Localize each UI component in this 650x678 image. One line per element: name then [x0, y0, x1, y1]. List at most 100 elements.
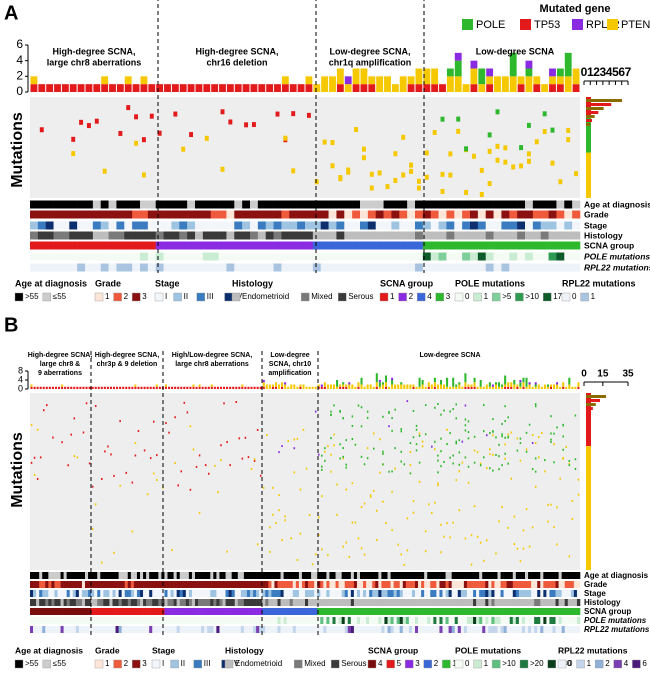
annotation-cell	[540, 626, 544, 633]
bar-segment	[470, 68, 478, 85]
annotation-cell	[277, 617, 281, 624]
annotation-cell	[286, 581, 291, 588]
annotation-cell	[500, 572, 504, 579]
mutation-mark	[336, 513, 338, 516]
annotation-cell	[210, 617, 214, 624]
bar-segment	[454, 76, 462, 92]
annotation-cell	[51, 590, 55, 597]
mutation-mark	[400, 428, 403, 431]
bar-segment	[258, 84, 266, 92]
annotation-cell	[384, 599, 388, 606]
side-bar	[586, 119, 593, 122]
annotation-cell	[155, 599, 159, 606]
annotation-cell	[155, 200, 164, 209]
annotation-cell	[537, 626, 541, 633]
annotation-cell	[298, 581, 303, 588]
annotation-cell	[246, 590, 251, 597]
annotation-cell	[500, 626, 504, 633]
side-bar	[586, 97, 591, 108]
annotation-cell	[108, 252, 117, 261]
annotation-cell	[289, 599, 294, 606]
annotation-cell	[494, 617, 498, 624]
annotation-cell	[91, 617, 95, 624]
annotation-cell	[274, 608, 278, 615]
mutation-mark	[204, 464, 207, 467]
annotation-cell	[45, 626, 49, 633]
annotation-cell	[188, 626, 193, 633]
annotation-cell	[179, 200, 188, 209]
annotation-cell	[509, 581, 514, 588]
bar-segment	[501, 384, 504, 387]
annotation-cell	[439, 590, 443, 597]
legend-swatch	[492, 292, 501, 302]
annotation-cell	[430, 590, 434, 597]
annotation-cell	[250, 231, 259, 240]
annotation-cell	[320, 581, 324, 588]
annotation-cell	[466, 617, 471, 624]
annotation-cell	[202, 210, 212, 219]
annotation-cell	[45, 263, 54, 272]
annotation-cell	[328, 200, 337, 209]
annotation-cell	[396, 626, 401, 633]
mutation-mark	[534, 442, 537, 445]
bar-segment	[207, 386, 210, 389]
annotation-cell	[427, 599, 431, 606]
annotation-cell	[509, 231, 518, 240]
annotation-cell	[281, 241, 290, 250]
mutation-mark	[443, 460, 445, 463]
annotation-cell	[463, 608, 468, 615]
annotation-cell	[297, 241, 306, 250]
annotation-cell	[335, 572, 339, 579]
annotation-cell	[60, 599, 64, 606]
mutation-mark	[360, 547, 363, 550]
annotation-cell	[210, 231, 219, 240]
annotation-cell	[537, 608, 541, 615]
mutation-mark	[226, 550, 228, 553]
annotation-cell	[63, 617, 67, 624]
annotation-cell	[143, 608, 147, 615]
annotation-cell	[265, 599, 269, 606]
mutation-mark	[385, 521, 387, 524]
annotation-cell	[253, 626, 257, 633]
mutation-mark	[568, 464, 571, 467]
annotation-cell	[485, 626, 489, 633]
annotation-cell	[448, 626, 452, 633]
annotation-cell	[390, 590, 394, 597]
annotation-cell	[130, 608, 135, 615]
annotation-cell	[179, 263, 188, 272]
mutation-mark	[119, 420, 121, 423]
annotation-cell	[45, 221, 54, 230]
legend-swatch	[632, 659, 641, 669]
mutation-mark	[101, 561, 103, 564]
annotation-cell	[188, 581, 193, 588]
annotation-cell	[158, 599, 162, 606]
annotation-cell	[534, 617, 538, 624]
bar-segment	[351, 384, 354, 389]
annotation-cell	[360, 263, 369, 272]
mutation-mark	[220, 109, 225, 115]
bar-segment	[158, 386, 161, 389]
annotation-cell	[326, 608, 330, 615]
annotation-cell	[167, 590, 171, 597]
annotation-cell	[277, 590, 281, 597]
annotation-cell	[411, 581, 416, 588]
annotation-cell	[531, 617, 535, 624]
annotation-cell	[136, 626, 141, 633]
annotation-cell	[356, 590, 361, 597]
annotation-cell	[140, 617, 144, 624]
mutation-mark	[434, 440, 436, 443]
mutation-mark	[440, 116, 445, 122]
annotation-cell	[353, 581, 358, 588]
annotation-cell	[525, 263, 534, 272]
mutation-mark	[489, 432, 491, 435]
annotation-cell	[237, 581, 242, 588]
annotation-cell	[391, 231, 400, 240]
bar-segment	[152, 386, 155, 389]
annotation-cell	[311, 572, 315, 579]
annotation-cell	[549, 608, 553, 615]
annotation-cell	[103, 572, 107, 579]
annotation-cell	[457, 590, 462, 597]
legend-swatch	[231, 292, 241, 302]
annotation-cell	[51, 608, 55, 615]
y-tick-label: 6	[16, 37, 23, 51]
